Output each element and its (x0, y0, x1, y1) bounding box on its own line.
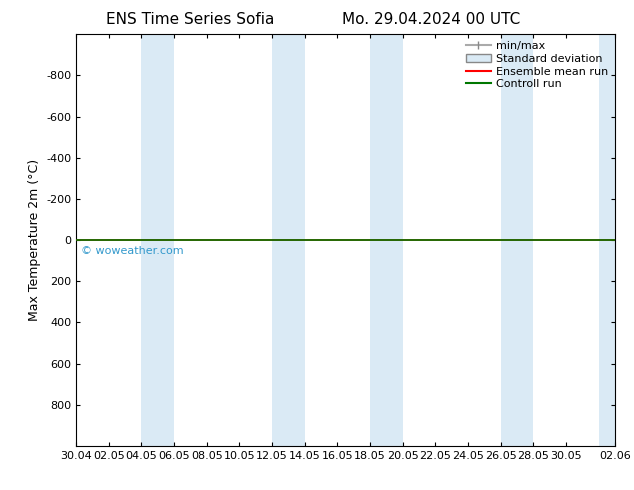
Bar (141, 34, 174, 446)
Bar (501, 34, 533, 446)
Y-axis label: Max Temperature 2m (°C): Max Temperature 2m (°C) (27, 159, 41, 321)
Text: © woweather.com: © woweather.com (81, 246, 184, 256)
Bar (272, 34, 305, 446)
Text: ENS Time Series Sofia: ENS Time Series Sofia (106, 12, 275, 27)
Bar (598, 34, 615, 446)
Legend: min/max, Standard deviation, Ensemble mean run, Controll run: min/max, Standard deviation, Ensemble me… (462, 37, 612, 94)
Bar (370, 34, 403, 446)
Text: Mo. 29.04.2024 00 UTC: Mo. 29.04.2024 00 UTC (342, 12, 521, 27)
